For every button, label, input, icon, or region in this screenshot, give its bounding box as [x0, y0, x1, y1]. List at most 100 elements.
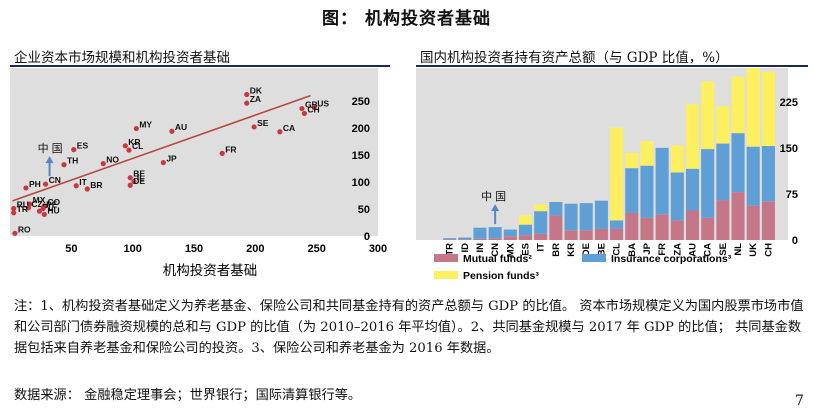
bar-segment-in-0 [473, 238, 487, 240]
bar-segment-ca-2 [701, 81, 715, 150]
bar-segment-se-2 [716, 106, 730, 144]
bar-x-tick-it: IT [536, 243, 547, 252]
bar-segment-uk-2 [746, 68, 760, 147]
bar-segment-fr-0 [655, 214, 669, 240]
scatter-y-tick: 150 [352, 150, 370, 162]
bar-x-tick-in: IN [475, 243, 486, 253]
bar-x-tick-ba: BA [627, 243, 638, 257]
scatter-y-tick: 250 [352, 96, 370, 108]
scatter-x-tick: 300 [369, 243, 387, 255]
bar-segment-uk-0 [746, 205, 760, 240]
bar-segment-ch-0 [761, 201, 775, 240]
bar-x-tick-se: SE [718, 243, 729, 256]
scatter-point-label: KR [128, 137, 140, 147]
scatter-point-no [100, 161, 106, 167]
scatter-point-ca [277, 129, 283, 135]
bar-segment-au-2 [685, 104, 700, 169]
bar-segment-cl-0 [610, 228, 624, 240]
scatter-point-label: CL [132, 141, 143, 151]
bar-x-tick-es: ES [521, 243, 532, 256]
scatter-point-label: CA [283, 123, 295, 133]
bar-segment-za-1 [670, 172, 684, 221]
bar-x-ticks: TR ID IN CN MX ES IT BR KR DE BE CL BA JP FR ZA AU CA SE NL… [445, 242, 775, 257]
bar-segment-jp-1 [640, 165, 654, 218]
scatter-point-be [127, 175, 133, 181]
scatter-point-label: CN [49, 175, 61, 185]
bar-segment-it-2 [534, 204, 548, 212]
bar-x-tick-id: ID [460, 243, 471, 253]
bar-x-tick-za: ZA [672, 243, 683, 256]
legend-label-0: Mutual funds² [463, 253, 532, 265]
bar-china-annotation: 中 国 [481, 190, 506, 203]
bar-title: 国内机构投资者持有资产总额（与 GDP 比值，%） [420, 50, 729, 66]
scatter-y-ticks: 0 50 100 150 200 250 [352, 96, 370, 243]
bar-segment-id-1 [458, 237, 472, 240]
scatter-point-il [131, 178, 137, 185]
bar-x-tick-mx: MX [505, 242, 516, 257]
scatter-y-tick: 0 [364, 231, 370, 243]
scatter-point-label: NO [106, 155, 119, 165]
bar-segment-fr-1 [655, 147, 669, 215]
scatter-y-tick: 100 [352, 177, 370, 189]
scatter-point-label: CO [47, 197, 60, 207]
bar-segment-kr-1 [564, 203, 578, 231]
legend-swatch-0 [434, 254, 458, 262]
scatter-point-jp [160, 159, 166, 166]
scatter-point-tr [11, 210, 17, 216]
bar-segment-br-2 [549, 201, 563, 202]
scatter-x-tick: 100 [123, 243, 141, 255]
bar-segment-kr-0 [564, 230, 578, 240]
scatter-point-ch [301, 110, 307, 117]
scatter-point-br [84, 186, 90, 192]
scatter-point-hu [41, 211, 47, 217]
scatter-x-tick: 250 [307, 243, 325, 255]
bar-segment-ch-1 [761, 146, 775, 202]
bar-segment-it-1 [534, 211, 548, 234]
bar-segment-ca-1 [701, 149, 715, 218]
figure-notes: 注：1、机构投资者基础定义为养老基金、保险公司和共同基金持有的资产总额与 GDP… [14, 299, 804, 356]
scatter-china-annotation: 中 国 [38, 142, 63, 155]
bar-y-ticks: 0 75 150 225 [780, 97, 798, 247]
bar-segment-za-2 [670, 145, 684, 173]
bar-segment-br-1 [549, 201, 563, 216]
scatter-point-pe [40, 205, 46, 212]
bar-x-tick-ca: CA [703, 243, 714, 257]
bar-segment-cl-1 [610, 220, 624, 229]
bar-x-tick-jp: JP [642, 242, 653, 254]
scatter-point-se [251, 124, 257, 130]
legend-swatch-2 [434, 271, 458, 279]
scatter-point-label: IT [79, 177, 87, 187]
scatter-title: 企业资本市场规模和机构投资者基础 [14, 50, 230, 66]
scatter-trend-line [12, 94, 311, 202]
bar-segment-cl-2 [610, 127, 624, 221]
scatter-point-gb [299, 105, 305, 112]
bar-segment-ca-0 [701, 217, 715, 240]
bar-segment-ch-2 [761, 71, 775, 147]
scatter-point-my [133, 125, 139, 132]
bar-x-tick-au: AU [688, 243, 699, 257]
bar-x-tick-br: BR [551, 243, 562, 257]
bar-segment-cn-0 [488, 238, 502, 240]
scatter-point-label: MY [139, 120, 152, 130]
scatter-point-label: RO [18, 224, 31, 234]
scatter-point-label: BE [133, 169, 145, 179]
legend-label-1: Insurance corporations³ [611, 253, 732, 265]
scatter-point-label: TR [17, 204, 28, 214]
bar-segment-nl-0 [731, 192, 745, 240]
legend-label-2: Pension funds³ [463, 270, 539, 282]
scatter-point-label: JP [166, 154, 177, 164]
bar-segment-za-0 [670, 220, 684, 240]
bar-y-tick: 75 [786, 189, 798, 201]
scatter-point-cn [42, 181, 49, 187]
scatter-point-label: DK [250, 86, 263, 96]
bar-segment-tr-0 [443, 239, 457, 240]
bar-segment-be-1 [594, 200, 608, 229]
scatter-y-tick: 200 [352, 123, 370, 135]
scatter-point-label: CH [307, 104, 319, 114]
scatter-point-ph [23, 185, 29, 191]
bar-segment-uk-1 [746, 146, 760, 206]
bar-y-tick: 0 [792, 235, 798, 247]
bar-segment-au-0 [685, 210, 700, 240]
bar-segment-br-0 [549, 215, 563, 240]
